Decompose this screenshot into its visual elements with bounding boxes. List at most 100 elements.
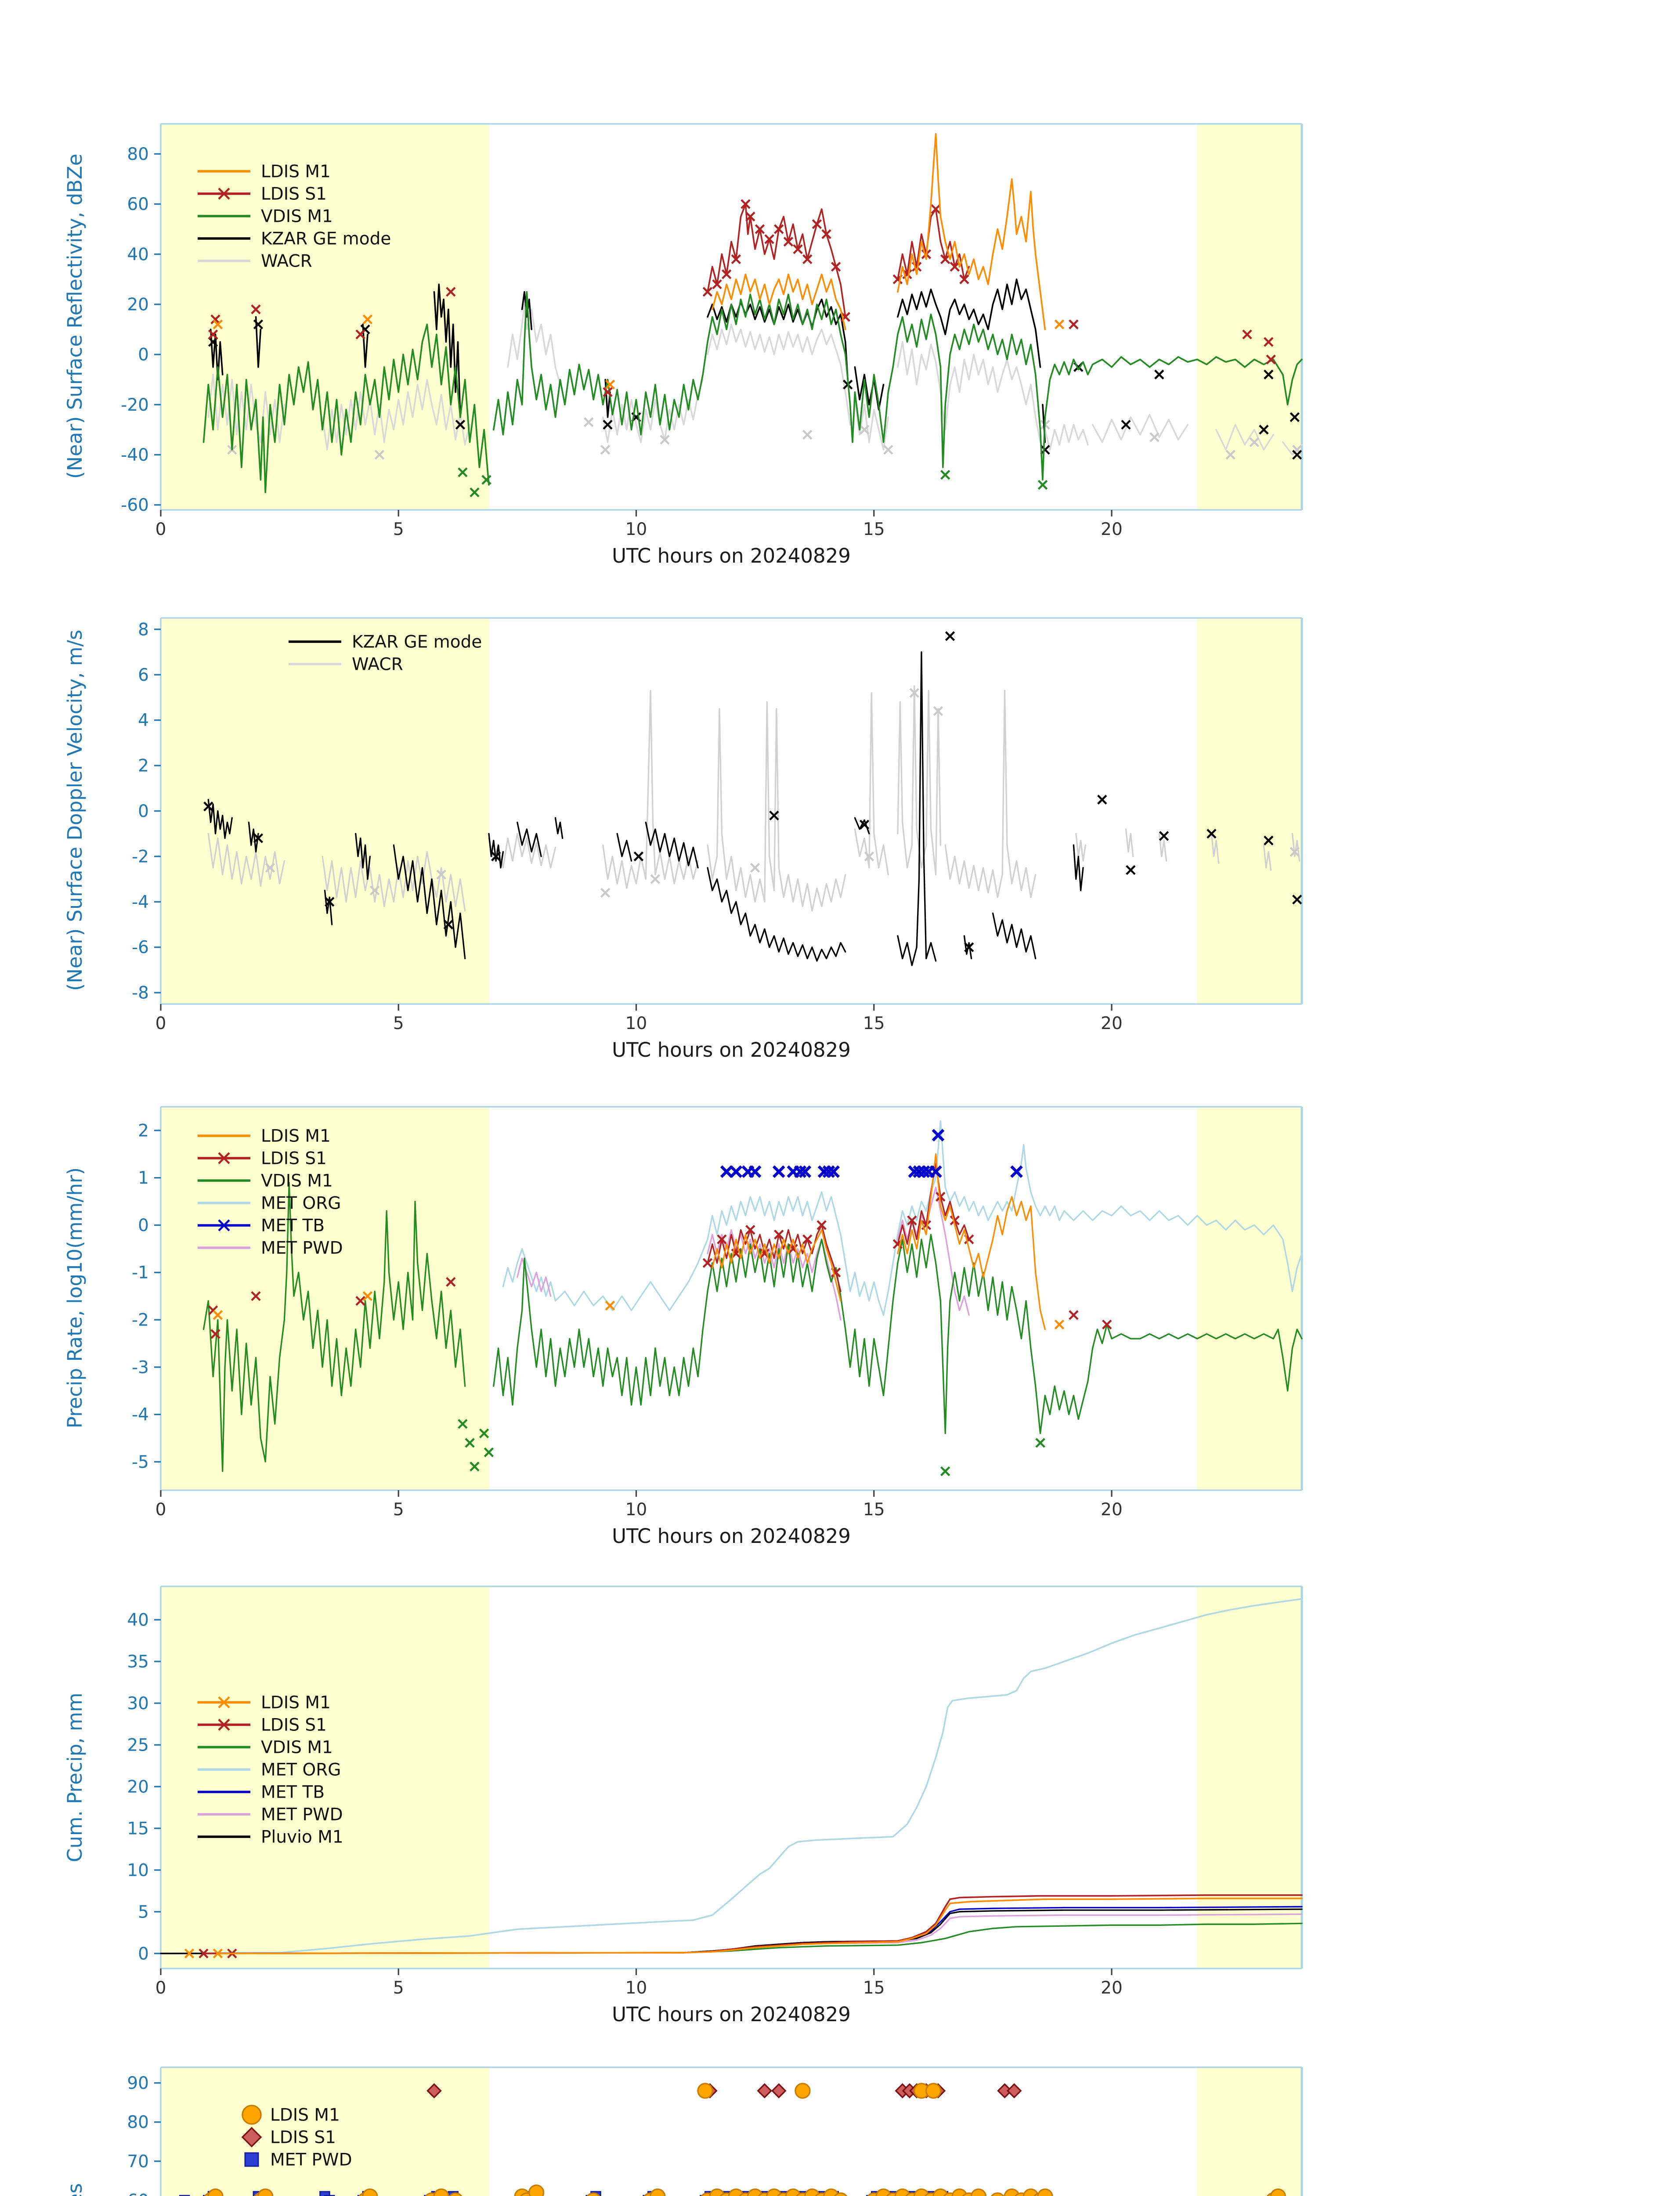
legend-label: LDIS S1 (270, 2128, 336, 2148)
y-tick-label: -1 (132, 1263, 149, 1283)
legend-label: MET PWD (261, 1239, 343, 1258)
legend-entry-ldis-m1: LDIS M1 (198, 1693, 331, 1713)
y-tick-label: 40 (127, 1610, 149, 1630)
y-tick-label: 5 (138, 1902, 149, 1922)
x-tick-label: 10 (625, 1500, 647, 1520)
y-tick-label: 80 (127, 2113, 149, 2132)
y-tick-label: 60 (127, 195, 149, 214)
y-tick-label: 10 (127, 1860, 149, 1880)
x-tick-label: 0 (155, 1014, 166, 1033)
y-tick-label: -40 (121, 445, 149, 465)
legend-entry-ldis-m1: LDIS M1 (198, 1127, 331, 1146)
x-tick-label: 5 (393, 1014, 404, 1033)
series-met-org (502, 1120, 1303, 1316)
series-ldis-s1 (208, 199, 1276, 397)
legend-label: VDIS M1 (261, 207, 333, 227)
legend-entry-ldis-s1: LDIS S1 (198, 1149, 327, 1169)
legend-label: VDIS M1 (261, 1738, 333, 1758)
panel-reflectivity: (Near) Surface Reflectivity, dBZe 0 5 10 15… (0, 123, 1680, 582)
x-tick-label: 0 (155, 520, 166, 539)
x-tick-label: 15 (863, 1014, 885, 1033)
cum-precip-plot: 0 5 10 15 20 0 5 10 15 20 25 30 35 40 LDIS M1 LDIS S1 VD… (127, 1586, 1303, 1998)
y-tick-label: 0 (138, 1944, 149, 1964)
legend-label: WACR (352, 655, 403, 675)
y-tick-label: 60 (127, 2191, 149, 2196)
legend-entry-vdis-m1: VDIS M1 (198, 1738, 333, 1758)
legend-label: VDIS M1 (261, 1171, 333, 1191)
legend-entry-pluvio-m1: Pluvio M1 (198, 1828, 343, 1847)
series-kzar-markers (203, 631, 1302, 952)
night-shading-band (1197, 1107, 1302, 1490)
y-tick-label: 70 (127, 2152, 149, 2171)
y-tick-label: -4 (132, 1405, 149, 1425)
x-tick-label: 15 (863, 1978, 885, 1998)
legend-entry-ldis-m1: LDIS M1 (198, 162, 331, 182)
legend-entry-kzar-ge-mode: KZAR GE mode (289, 632, 482, 652)
legend-label: KZAR GE mode (261, 229, 391, 249)
panel-weather-codes: Weather Codes 05101520010203040506070809… (0, 2066, 1680, 2196)
y-tick-label: 20 (127, 295, 149, 314)
y-tick-label: -6 (132, 938, 149, 957)
night-shading-band (161, 618, 489, 1004)
x-tick-label: 10 (625, 520, 647, 539)
doppler-plot: 0 5 10 15 20 -8 -6 -4 -2 0 2 4 6 8 KZAR GE mode WACR (132, 617, 1303, 1033)
y-tick-label: -2 (132, 847, 149, 867)
series-wacr-markers (265, 688, 1300, 898)
legend-label: LDIS M1 (261, 1127, 331, 1146)
legend-entry-vdis-m1: VDIS M1 (198, 207, 333, 227)
y-tick-label: 80 (127, 144, 149, 164)
y-tick-label: 1 (138, 1168, 149, 1188)
panel-precip-rate: Precip Rate, log10(mm/hr) 0 5 10 15 20 -5 -4 -3… (0, 1106, 1680, 1563)
legend-label: MET ORG (261, 1760, 341, 1780)
y-tick-label: 2 (138, 1121, 149, 1141)
y-tick-label: -5 (132, 1452, 149, 1472)
y-tick-label: 0 (138, 1216, 149, 1235)
legend-label: LDIS M1 (270, 2106, 340, 2125)
y-tick-label: -60 (121, 495, 149, 515)
x-tick-label: 20 (1101, 1014, 1123, 1033)
legend-label: LDIS S1 (261, 184, 327, 204)
x-tick-label: 10 (625, 1978, 647, 1998)
legend-label: WACR (261, 252, 312, 271)
series-vdis-markers (458, 1419, 1045, 1477)
legend-label: MET TB (261, 1216, 325, 1236)
night-shading-band (1197, 124, 1302, 510)
x-tick-label: 10 (625, 1014, 647, 1033)
y-tick-label: -8 (132, 983, 149, 1003)
night-shading-band (1197, 618, 1302, 1004)
y-tick-label: 35 (127, 1652, 149, 1672)
legend-label: MET ORG (261, 1194, 341, 1214)
x-tick-label: 0 (155, 1978, 166, 1998)
y-tick-label: 8 (138, 620, 149, 639)
night-shading-band (1197, 1586, 1302, 1968)
y-tick-label: 4 (138, 711, 149, 730)
y-tick-label: 25 (127, 1735, 149, 1755)
y-tick-label: 15 (127, 1819, 149, 1838)
y-tick-label: 90 (127, 2073, 149, 2093)
y-tick-label: 0 (138, 345, 149, 365)
legend-entry-kzar-ge-mode: KZAR GE mode (198, 229, 391, 249)
legend-entry-ldis-s1: LDIS S1 (198, 184, 327, 204)
series-ldis-m1 (184, 1897, 1303, 1958)
x-tick-label: 20 (1101, 1978, 1123, 1998)
series-met-org (160, 1598, 1303, 1954)
series-vdis-m1 (202, 1922, 1303, 1954)
x-tick-label: 20 (1101, 1500, 1123, 1520)
y-tick-label: -2 (132, 1311, 149, 1330)
legend: KZAR GE mode WACR (289, 632, 482, 675)
legend-entry-ldis-s1: LDIS S1 (241, 2127, 336, 2148)
legend-label: MET PWD (261, 1805, 343, 1825)
x-tick-label: 0 (155, 1500, 166, 1520)
axis-ticks: 0 5 10 15 20 0 5 10 15 20 25 30 35 40 (127, 1610, 1122, 1998)
legend-label: MET TB (261, 1783, 325, 1802)
legend-entry-ldis-s1: LDIS S1 (198, 1716, 327, 1735)
night-shading-band (161, 124, 489, 510)
x-tick-label: 5 (393, 1500, 404, 1520)
legend-entry-met-tb: MET TB (198, 1216, 325, 1236)
legend-entry-met-org: MET ORG (198, 1760, 341, 1780)
axis-ticks: 0 5 10 15 20 -8 -6 -4 -2 0 2 4 6 8 (132, 620, 1123, 1033)
